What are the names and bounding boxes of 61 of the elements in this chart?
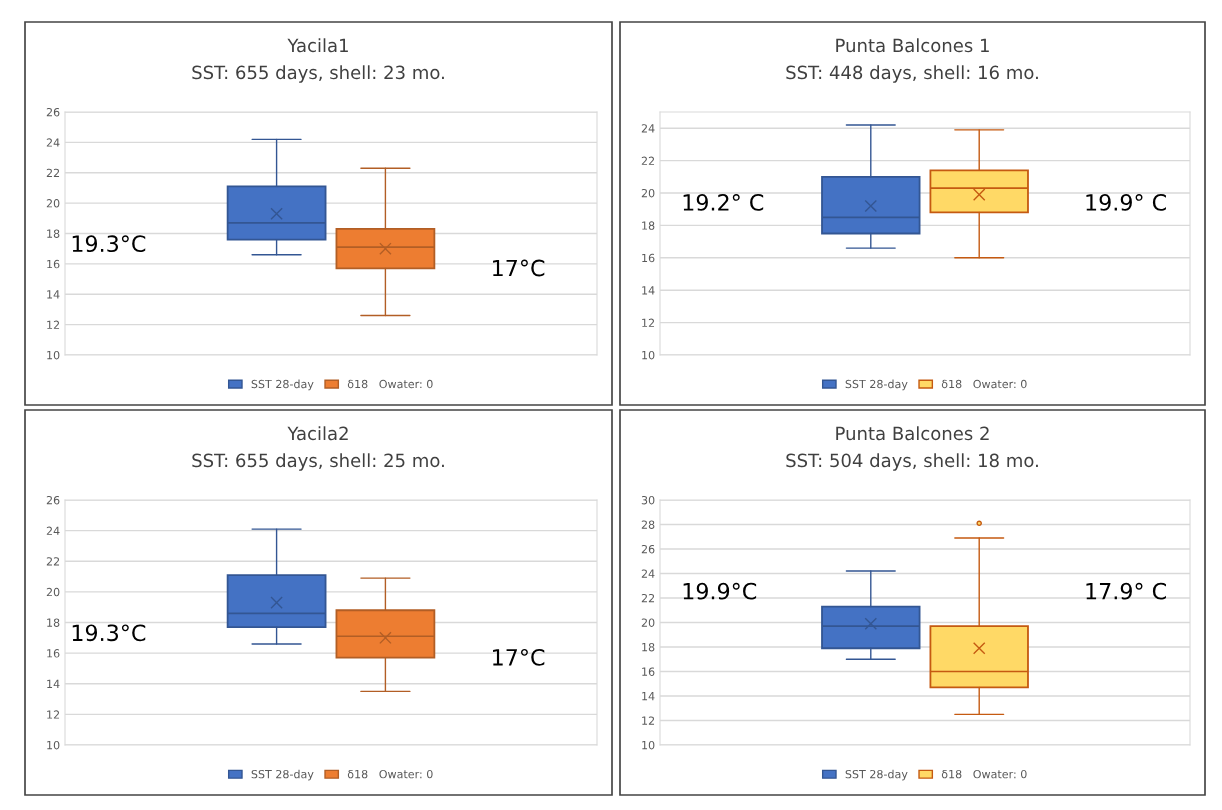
chart-title: Punta Balcones 2 — [836, 426, 989, 441]
y-tick-label: 18 — [642, 642, 655, 652]
chart-subtitle: SST: 655 days, shell: 23 mo. — [192, 65, 444, 83]
y-tick-label: 24 — [46, 138, 60, 147]
chart-title: Yacila2 — [287, 426, 348, 441]
y-tick-label: 18 — [47, 618, 60, 627]
annotation: 17°C — [493, 648, 545, 666]
y-tick-label: 24 — [641, 124, 655, 133]
y-tick-label: 12 — [642, 318, 655, 327]
annotation: 17°C — [493, 259, 545, 277]
y-tick-label: 14 — [642, 286, 655, 295]
y-tick-label: 16 — [642, 253, 655, 263]
chart-subtitle: SST: 655 days, shell: 25 mo. — [192, 453, 444, 471]
annotation: 19.2° C — [683, 193, 764, 211]
chart-title: Punta Balcones 1 — [836, 38, 989, 53]
y-tick-label: 14 — [642, 692, 655, 701]
legend-label: δ18 Owater: 0 — [941, 769, 1027, 779]
y-tick-label: 24 — [641, 569, 655, 578]
y-tick-label: 10 — [47, 350, 60, 360]
legend-label: SST 28-day — [845, 769, 908, 781]
y-tick-label: 22 — [46, 168, 60, 177]
y-tick-label: 22 — [641, 156, 655, 165]
y-tick-label: 14 — [47, 679, 60, 688]
y-tick-label: 10 — [642, 740, 655, 750]
legend-label: SST 28-day — [251, 769, 314, 781]
y-tick-label: 10 — [47, 740, 60, 750]
legend-label: δ18 Owater: 0 — [347, 379, 433, 389]
y-tick-label: 14 — [47, 290, 60, 299]
y-tick-label: 20 — [46, 199, 60, 208]
annotation: 17.9° C — [1086, 582, 1166, 600]
legend-label: δ18 Owater: 0 — [941, 379, 1027, 389]
y-tick-label: 16 — [47, 259, 60, 269]
y-tick-label: 30 — [641, 495, 655, 505]
legend-label: δ18 Owater: 0 — [347, 769, 433, 779]
y-tick-label: 20 — [641, 188, 655, 198]
chart-subtitle: SST: 448 days, shell: 16 mo. — [786, 65, 1038, 83]
y-tick-label: 28 — [641, 520, 655, 529]
y-tick-label: 26 — [46, 107, 60, 117]
annotation: 19.9° C — [1086, 193, 1166, 211]
y-tick-label: 26 — [46, 495, 60, 505]
legend-label: SST 28-day — [251, 379, 314, 391]
y-tick-label: 16 — [47, 649, 60, 658]
y-tick-label: 12 — [47, 320, 60, 329]
y-tick-label: 10 — [642, 350, 655, 360]
annotation: 19.3°C — [72, 235, 146, 253]
y-tick-label: 24 — [46, 526, 60, 535]
y-tick-label: 22 — [46, 557, 60, 566]
y-tick-label: 26 — [641, 544, 655, 554]
chart-subtitle: SST: 504 days, shell: 18 mo. — [786, 453, 1038, 471]
y-tick-label: 12 — [642, 716, 655, 725]
y-tick-label: 18 — [642, 221, 655, 230]
y-tick-label: 16 — [642, 667, 655, 676]
y-tick-label: 12 — [47, 710, 60, 719]
chart-title: Yacila1 — [287, 38, 348, 53]
annotation: 19.9°C — [683, 582, 757, 600]
legend-label: SST 28-day — [845, 379, 908, 391]
y-tick-label: 20 — [641, 618, 655, 627]
annotation: 19.3°C — [72, 624, 146, 642]
y-tick-label: 20 — [46, 587, 60, 597]
y-tick-label: 22 — [641, 593, 655, 603]
y-tick-label: 18 — [47, 229, 60, 238]
